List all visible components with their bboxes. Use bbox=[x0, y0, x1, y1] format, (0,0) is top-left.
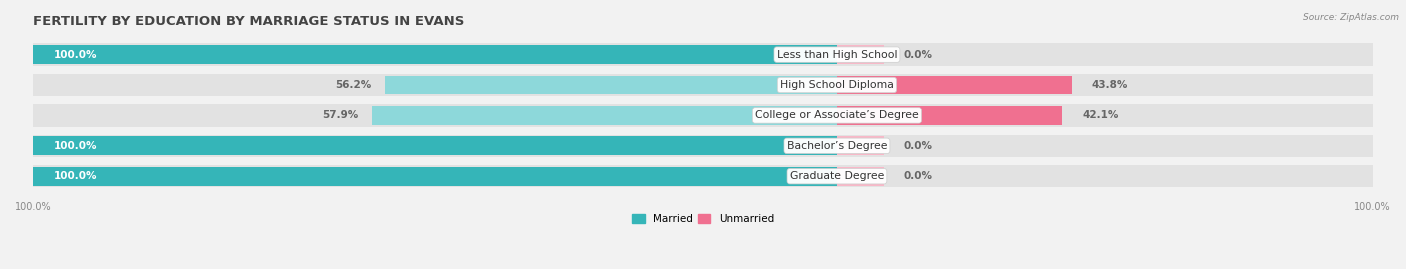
Text: Source: ZipAtlas.com: Source: ZipAtlas.com bbox=[1303, 13, 1399, 22]
Text: FERTILITY BY EDUCATION BY MARRIAGE STATUS IN EVANS: FERTILITY BY EDUCATION BY MARRIAGE STATU… bbox=[34, 15, 465, 28]
Text: Less than High School: Less than High School bbox=[776, 49, 897, 60]
Text: 100.0%: 100.0% bbox=[53, 141, 97, 151]
Bar bbox=[34, 136, 837, 155]
Text: Graduate Degree: Graduate Degree bbox=[790, 171, 884, 181]
Bar bbox=[837, 76, 1071, 94]
Legend: Married, Unmarried: Married, Unmarried bbox=[628, 210, 778, 228]
Bar bbox=[385, 76, 837, 94]
Bar bbox=[837, 45, 884, 64]
Text: 100.0%: 100.0% bbox=[53, 49, 97, 60]
Bar bbox=[34, 74, 1372, 96]
Text: 43.8%: 43.8% bbox=[1091, 80, 1128, 90]
Bar bbox=[837, 167, 884, 186]
Text: 100.0%: 100.0% bbox=[53, 171, 97, 181]
Text: High School Diploma: High School Diploma bbox=[780, 80, 894, 90]
Bar bbox=[34, 45, 837, 64]
Text: Bachelor’s Degree: Bachelor’s Degree bbox=[787, 141, 887, 151]
Text: 42.1%: 42.1% bbox=[1083, 110, 1119, 121]
Text: 56.2%: 56.2% bbox=[336, 80, 373, 90]
Bar bbox=[34, 104, 1372, 127]
Text: College or Associate’s Degree: College or Associate’s Degree bbox=[755, 110, 918, 121]
Bar bbox=[34, 43, 1372, 66]
Bar bbox=[34, 165, 1372, 187]
Text: 57.9%: 57.9% bbox=[322, 110, 359, 121]
Text: 0.0%: 0.0% bbox=[904, 171, 934, 181]
Bar bbox=[371, 106, 837, 125]
Bar bbox=[34, 167, 837, 186]
Text: 0.0%: 0.0% bbox=[904, 141, 934, 151]
Bar bbox=[837, 136, 884, 155]
Bar bbox=[837, 106, 1063, 125]
Bar bbox=[34, 134, 1372, 157]
Text: 0.0%: 0.0% bbox=[904, 49, 934, 60]
